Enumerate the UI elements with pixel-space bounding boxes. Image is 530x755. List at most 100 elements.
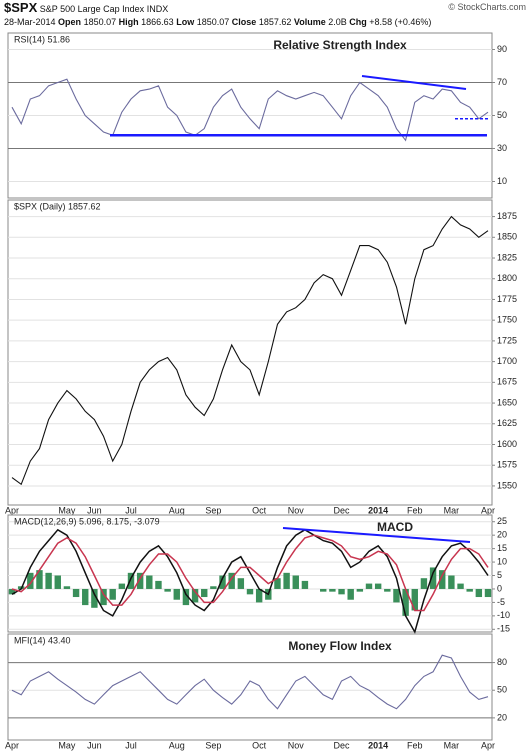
index-name: S&P 500 Large Cap Index [39,4,145,14]
histogram-bar [82,588,89,606]
x-tick-label: Mar [444,740,460,750]
x-tick-label: Jun [87,740,102,750]
histogram-bar [292,575,299,589]
field-value: 1857.62 [258,17,292,27]
panel-label: MACD(12,26,9) 5.096, 8.175, -3.079 [14,516,160,526]
exchange: INDX [146,4,169,14]
y-tick-label: 1650 [497,397,517,407]
histogram-bar [448,575,455,589]
y-tick-label: 50 [497,110,507,120]
y-tick-label: 30 [497,143,507,153]
histogram-bar [63,586,71,589]
header-line-2: 28-Mar-2014 Open 1850.07 High 1866.63 Lo… [4,16,526,29]
histogram-bar [420,578,428,589]
histogram-bar [136,572,144,589]
histogram-bar [384,588,391,592]
annotation: MACD [377,520,413,534]
y-tick-label: -10 [497,610,510,620]
y-tick-label: 1850 [497,232,517,242]
y-tick-label: 1800 [497,273,517,283]
histogram-bar [228,572,235,589]
series-line [11,528,489,634]
field-value: 1850.07 [196,17,230,27]
series-line [11,215,489,486]
y-tick-label: 1725 [497,335,517,345]
x-tick-label: Mar [444,505,460,515]
panel-label: RSI(14) 51.86 [14,34,70,44]
histogram-bar [255,588,263,603]
annotation: Money Flow Index [288,639,392,653]
histogram-bar [237,578,245,589]
x-tick-label: Feb [407,740,423,750]
field-label: High [118,17,139,27]
histogram-bar [439,570,446,589]
x-tick-label: Oct [252,505,267,515]
y-tick-label: 20 [497,712,507,722]
date: 28-Mar-2014 [4,17,56,27]
histogram-bar [393,588,400,603]
series-line [11,78,489,142]
x-tick-label: Oct [252,740,267,750]
histogram-bar [118,583,126,589]
histogram-bar [146,575,153,589]
y-tick-label: -15 [497,624,510,634]
y-tick-label: 10 [497,556,507,566]
y-tick-label: 1600 [497,439,517,449]
histogram-bar [91,588,98,608]
x-tick-label: Sep [205,505,221,515]
x-tick-label: Jul [125,505,137,515]
copyright: © StockCharts.com [448,2,526,12]
macd-trendline [282,527,471,543]
y-tick-label: 1550 [497,480,517,490]
field-label: Chg [349,17,367,27]
x-tick-label: Nov [288,505,305,515]
x-tick-label: 2014 [368,740,388,750]
histogram-bar [347,588,354,600]
y-tick-label: 1700 [497,356,517,366]
header: $SPX S&P 500 Large Cap Index INDX 28-Mar… [4,1,526,29]
x-tick-label: Feb [407,505,423,515]
x-tick-label: Aug [169,740,185,750]
y-tick-label: 1750 [497,315,517,325]
y-tick-label: 50 [497,685,507,695]
histogram-bar [127,572,135,589]
field-value: 2.0B [328,17,347,27]
field-label: Volume [293,17,326,27]
y-tick-label: 10 [497,176,507,186]
y-tick-label: 1575 [497,460,517,470]
y-tick-label: 80 [497,657,507,667]
y-tick-label: 1675 [497,377,517,387]
y-tick-label: 5 [497,570,502,580]
x-tick-label: Dec [334,505,351,515]
panel [7,199,493,506]
series-line [11,654,489,710]
x-tick-label: Apr [5,505,19,515]
panel-label: MFI(14) 43.40 [14,635,71,645]
x-tick-label: Aug [169,505,185,515]
series-line [11,534,489,612]
x-tick-label: Jul [125,740,137,750]
y-tick-label: 0 [497,583,502,593]
panel [7,633,493,741]
histogram-bar [301,580,309,589]
x-tick-label: Dec [334,740,351,750]
histogram-bar [356,588,364,592]
field-label: Low [176,17,195,27]
y-tick-label: 20 [497,530,507,540]
histogram-bar [164,588,171,592]
histogram-bar [475,588,483,598]
y-tick-label: 1825 [497,252,517,262]
y-tick-label: 70 [497,77,507,87]
x-tick-label: 2014 [368,505,388,515]
field-value: 1850.07 [83,17,117,27]
field-label: Open [58,17,82,27]
histogram-bar [36,570,43,589]
histogram-bar [329,588,336,592]
y-tick-label: 1875 [497,211,517,221]
histogram-bar [191,588,199,603]
histogram-bar [182,588,190,606]
histogram-bar [219,575,226,589]
x-tick-label: Jun [87,505,102,515]
y-tick-label: 1625 [497,418,517,428]
